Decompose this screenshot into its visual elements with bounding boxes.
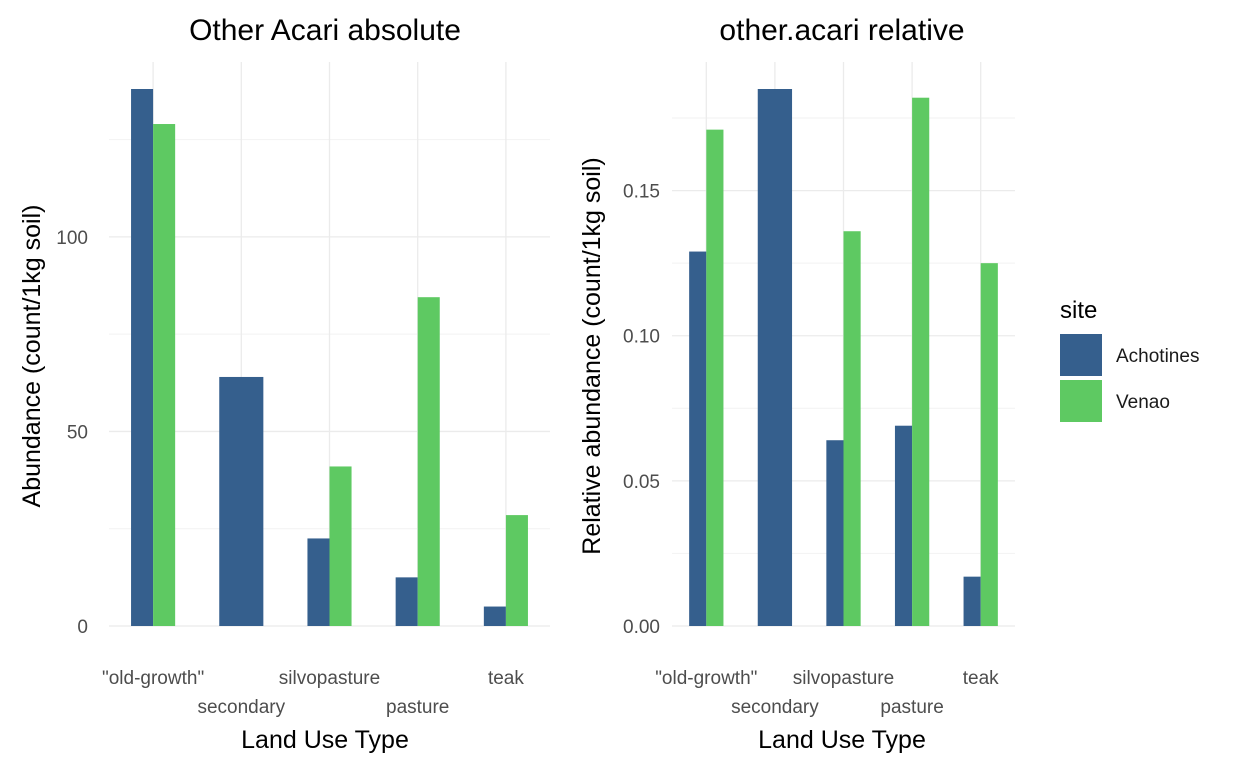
- y-tick-label: 0: [77, 617, 88, 638]
- x-tick-label: pasture: [386, 697, 449, 718]
- bar-achotines-0: [689, 251, 707, 627]
- bar-venao-4: [505, 515, 528, 626]
- x-tick-label: teak: [963, 668, 999, 689]
- x-tick-label: "old-growth": [102, 668, 204, 689]
- panel-title: other.acari relative: [719, 14, 964, 47]
- legend-key-venao: [1060, 380, 1102, 422]
- bar-venao-2: [843, 231, 861, 627]
- x-tick-label: "old-growth": [655, 668, 757, 689]
- x-axis-title: Land Use Type: [758, 726, 926, 754]
- bar-achotines-3: [395, 577, 418, 626]
- y-axis-title: Abundance (count/1kg soil): [18, 205, 46, 508]
- bar-achotines-4: [963, 576, 981, 626]
- bar-venao-0: [153, 124, 176, 627]
- legend-key-achotines: [1060, 334, 1102, 376]
- bar-achotines-0: [131, 89, 154, 626]
- bar-achotines-2: [826, 440, 844, 626]
- y-tick-label: 100: [56, 228, 88, 249]
- legend-label-venao: Venao: [1116, 392, 1170, 413]
- x-axis-title: Land Use Type: [241, 726, 409, 754]
- x-tick-label: secondary: [731, 697, 819, 718]
- bar-venao-3: [417, 297, 440, 626]
- y-tick-label: 0.15: [623, 182, 660, 203]
- bar-venao-2: [329, 466, 352, 626]
- x-tick-label: pasture: [880, 697, 943, 718]
- panel-absolute: 0 50 100 "old-growth" secondary silvopasture p…: [18, 14, 550, 754]
- bar-achotines-1: [757, 89, 793, 626]
- legend-title: site: [1060, 297, 1097, 324]
- bar-venao-0: [706, 129, 724, 627]
- y-tick-label: 0.05: [623, 472, 660, 493]
- bar-achotines-2: [307, 538, 330, 626]
- bar-venao-3: [912, 97, 930, 626]
- y-tick-label: 0.00: [623, 617, 660, 638]
- bar-achotines-4: [483, 606, 506, 626]
- legend: site Achotines Venao: [1060, 297, 1199, 422]
- x-tick-label: silvopasture: [793, 668, 894, 689]
- x-tick-label: secondary: [197, 697, 285, 718]
- bar-venao-4: [980, 263, 998, 626]
- y-axis-title: Relative abundance (count/1kg soil): [578, 157, 606, 554]
- y-tick-label: 50: [67, 422, 88, 443]
- x-tick-label: teak: [488, 668, 524, 689]
- bar-achotines-3: [894, 425, 913, 626]
- legend-label-achotines: Achotines: [1116, 346, 1199, 367]
- bar-achotines-1: [219, 376, 264, 626]
- panel-relative: 0.00 0.05 0.10 0.15 "old-growth" secondary sil…: [578, 14, 1015, 754]
- y-tick-label: 0.10: [623, 327, 660, 348]
- x-tick-label: silvopasture: [279, 668, 380, 689]
- panel-title: Other Acari absolute: [189, 14, 461, 47]
